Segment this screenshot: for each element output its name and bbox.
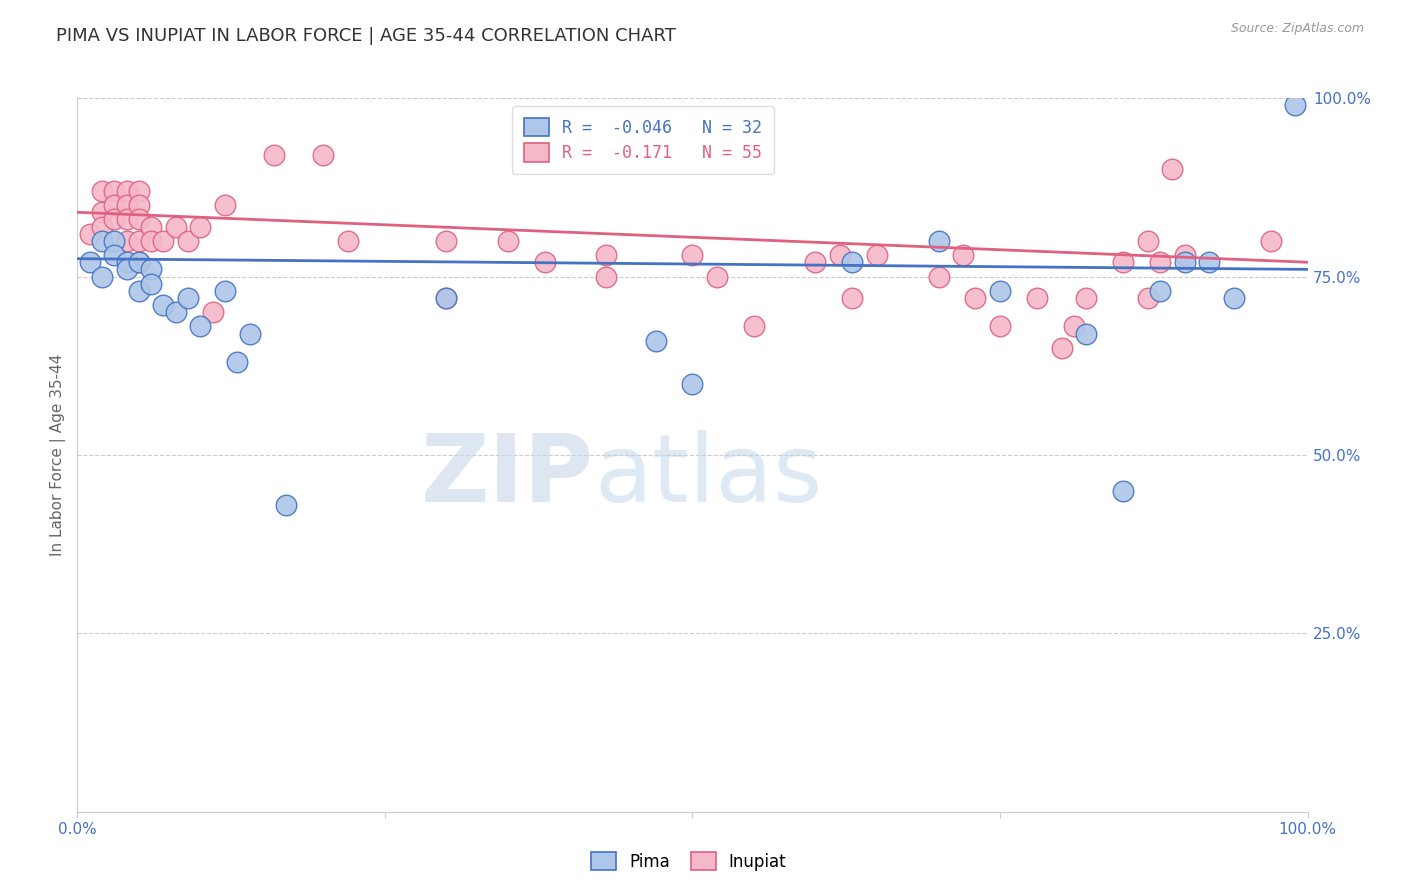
Point	[1174, 248, 1197, 262]
Point	[141, 219, 163, 234]
Point	[90, 205, 114, 219]
Point	[128, 212, 150, 227]
Point	[128, 184, 150, 198]
Point	[742, 319, 765, 334]
Point	[965, 291, 987, 305]
Point	[644, 334, 666, 348]
Point	[1284, 98, 1306, 112]
Point	[1174, 255, 1197, 269]
Point	[165, 219, 187, 234]
Point	[115, 198, 138, 212]
Legend: R =  -0.046   N = 32, R =  -0.171   N = 55: R = -0.046 N = 32, R = -0.171 N = 55	[512, 106, 775, 174]
Point	[1149, 255, 1171, 269]
Point	[103, 184, 125, 198]
Point	[706, 269, 728, 284]
Point	[866, 248, 889, 262]
Point	[115, 262, 138, 277]
Point	[312, 148, 335, 162]
Point	[79, 227, 101, 241]
Point	[1260, 234, 1282, 248]
Point	[682, 376, 704, 391]
Point	[804, 255, 827, 269]
Point	[682, 248, 704, 262]
Point	[226, 355, 249, 369]
Point	[103, 212, 125, 227]
Point	[263, 148, 285, 162]
Point	[152, 298, 174, 312]
Point	[128, 234, 150, 248]
Point	[177, 234, 200, 248]
Point	[103, 248, 125, 262]
Point	[90, 184, 114, 198]
Point	[1063, 319, 1085, 334]
Point	[337, 234, 360, 248]
Point	[128, 198, 150, 212]
Point	[1198, 255, 1220, 269]
Text: PIMA VS INUPIAT IN LABOR FORCE | AGE 35-44 CORRELATION CHART: PIMA VS INUPIAT IN LABOR FORCE | AGE 35-…	[56, 27, 676, 45]
Point	[128, 255, 150, 269]
Point	[1149, 284, 1171, 298]
Point	[115, 184, 138, 198]
Point	[595, 248, 617, 262]
Point	[128, 284, 150, 298]
Y-axis label: In Labor Force | Age 35-44: In Labor Force | Age 35-44	[51, 354, 66, 556]
Point	[928, 234, 950, 248]
Point	[1161, 162, 1184, 177]
Point	[496, 234, 519, 248]
Point	[1076, 291, 1098, 305]
Legend: Pima, Inupiat: Pima, Inupiat	[583, 844, 794, 880]
Point	[115, 212, 138, 227]
Point	[214, 284, 236, 298]
Point	[190, 219, 212, 234]
Point	[128, 255, 150, 269]
Text: ZIP: ZIP	[422, 430, 595, 523]
Point	[276, 498, 298, 512]
Text: Source: ZipAtlas.com: Source: ZipAtlas.com	[1230, 22, 1364, 36]
Point	[988, 319, 1011, 334]
Point	[152, 234, 174, 248]
Point	[436, 234, 458, 248]
Point	[177, 291, 200, 305]
Point	[1223, 291, 1246, 305]
Point	[1050, 341, 1073, 355]
Point	[988, 284, 1011, 298]
Point	[1076, 326, 1098, 341]
Point	[239, 326, 262, 341]
Point	[165, 305, 187, 319]
Point	[190, 319, 212, 334]
Point	[534, 255, 557, 269]
Point	[141, 262, 163, 277]
Point	[952, 248, 974, 262]
Point	[1026, 291, 1049, 305]
Point	[1112, 255, 1135, 269]
Point	[1112, 483, 1135, 498]
Point	[103, 198, 125, 212]
Point	[928, 269, 950, 284]
Point	[115, 255, 138, 269]
Point	[201, 305, 224, 319]
Point	[830, 248, 852, 262]
Point	[79, 255, 101, 269]
Point	[90, 219, 114, 234]
Point	[1136, 291, 1159, 305]
Point	[436, 291, 458, 305]
Point	[90, 234, 114, 248]
Point	[90, 269, 114, 284]
Point	[141, 234, 163, 248]
Point	[115, 234, 138, 248]
Point	[1136, 234, 1159, 248]
Point	[214, 198, 236, 212]
Point	[141, 277, 163, 291]
Point	[103, 234, 125, 248]
Point	[841, 291, 863, 305]
Point	[436, 291, 458, 305]
Point	[595, 269, 617, 284]
Text: atlas: atlas	[595, 430, 823, 523]
Point	[841, 255, 863, 269]
